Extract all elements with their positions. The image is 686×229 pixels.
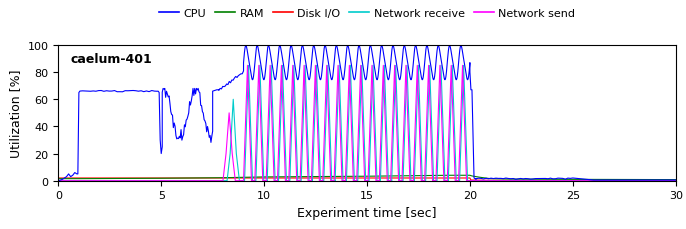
Line: Network receive: Network receive <box>58 66 676 181</box>
Line: CPU: CPU <box>58 46 676 181</box>
RAM <box>476 176 484 179</box>
Network send <box>335 114 344 117</box>
Network receive <box>375 180 383 182</box>
Disk I/O <box>486 179 495 182</box>
CPU <box>69 174 77 177</box>
RAM <box>468 175 476 177</box>
CPU <box>54 180 62 182</box>
Disk I/O <box>467 179 475 182</box>
Disk I/O <box>54 177 62 180</box>
Network receive <box>281 130 289 133</box>
RAM <box>260 176 268 178</box>
Disk I/O <box>219 177 227 180</box>
Line: RAM: RAM <box>58 175 676 180</box>
RAM <box>486 177 495 180</box>
CPU <box>298 45 307 48</box>
Disk I/O <box>672 179 680 182</box>
RAM <box>672 178 680 181</box>
Legend: CPU, RAM, Disk I/O, Network receive, Network send: CPU, RAM, Disk I/O, Network receive, Net… <box>154 4 580 23</box>
Network send <box>243 81 251 84</box>
RAM <box>569 178 577 181</box>
Network send <box>370 114 378 117</box>
CPU <box>272 75 281 78</box>
Network receive <box>329 180 337 182</box>
RAM <box>466 174 474 177</box>
RAM <box>507 178 515 181</box>
Network receive <box>370 114 379 117</box>
Disk I/O <box>75 177 83 180</box>
Disk I/O <box>157 177 165 180</box>
CPU <box>406 78 414 81</box>
Network receive <box>672 180 680 182</box>
Line: Disk I/O: Disk I/O <box>58 178 676 181</box>
CPU <box>672 179 680 182</box>
Disk I/O <box>260 177 268 180</box>
RAM <box>445 174 453 177</box>
Network receive <box>54 180 62 182</box>
Line: Network send: Network send <box>58 66 676 181</box>
RAM <box>219 177 227 179</box>
Network send <box>328 180 336 182</box>
Disk I/O <box>445 177 453 180</box>
Network send <box>54 180 62 182</box>
X-axis label: Experiment time [sec]: Experiment time [sec] <box>297 206 437 219</box>
Network receive <box>244 81 252 84</box>
Text: caelum-401: caelum-401 <box>71 52 152 65</box>
Disk I/O <box>569 179 577 182</box>
CPU <box>401 45 409 48</box>
RAM <box>157 177 165 180</box>
CPU <box>255 54 263 57</box>
Disk I/O <box>239 177 248 180</box>
Network send <box>244 65 252 67</box>
Y-axis label: Utilization [%]: Utilization [%] <box>9 69 22 157</box>
RAM <box>75 177 83 180</box>
Network receive <box>337 114 345 117</box>
RAM <box>363 175 371 178</box>
Network send <box>374 180 382 182</box>
Network send <box>672 180 680 182</box>
Network receive <box>244 65 252 67</box>
CPU <box>384 79 392 82</box>
Disk I/O <box>466 177 474 180</box>
Network send <box>280 130 288 133</box>
Disk I/O <box>363 177 371 180</box>
RAM <box>54 177 62 180</box>
